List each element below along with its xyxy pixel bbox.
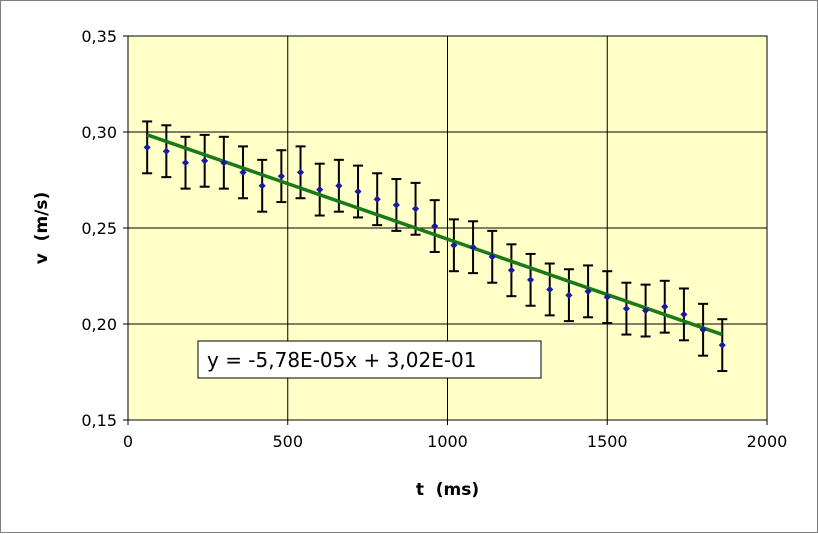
data-point bbox=[565, 291, 573, 299]
data-point bbox=[258, 182, 266, 190]
data-point bbox=[373, 195, 381, 203]
gridlines bbox=[123, 35, 768, 425]
y-tick-label: 0,15 bbox=[81, 411, 117, 430]
data-point bbox=[488, 253, 496, 261]
data-point bbox=[450, 241, 458, 249]
data-point bbox=[622, 305, 630, 313]
x-tick-label: 1500 bbox=[587, 432, 628, 451]
data-point bbox=[354, 187, 362, 196]
x-tick-labels: 0 500 1000 1500 2000 bbox=[123, 432, 787, 451]
data-point bbox=[642, 306, 650, 315]
trendline-equation: y = -5,78E-05x + 3,02E-01 bbox=[207, 348, 477, 372]
data-point bbox=[201, 157, 209, 165]
data-point bbox=[661, 303, 669, 311]
y-tick-label: 0,20 bbox=[81, 315, 117, 334]
data-point bbox=[335, 182, 343, 190]
data-point bbox=[411, 205, 420, 213]
data-point bbox=[296, 168, 305, 176]
y-tick-label: 0,25 bbox=[81, 219, 117, 238]
data-point bbox=[162, 147, 170, 155]
data-point bbox=[603, 293, 611, 301]
data-points bbox=[143, 143, 726, 349]
y-axis-title: v (m/s) bbox=[32, 192, 52, 265]
y-tick-label: 0,35 bbox=[81, 27, 117, 46]
x-axis-title: t (ms) bbox=[416, 480, 479, 500]
data-point bbox=[143, 143, 151, 151]
data-point bbox=[469, 243, 477, 251]
data-point bbox=[699, 326, 707, 334]
data-point bbox=[181, 159, 190, 167]
trendline-equation-box: y = -5,78E-05x + 3,02E-01 bbox=[197, 340, 542, 379]
data-point bbox=[392, 201, 400, 209]
data-point bbox=[680, 310, 688, 318]
data-point bbox=[546, 285, 554, 294]
data-point bbox=[527, 276, 535, 284]
data-point bbox=[316, 186, 324, 194]
data-point bbox=[239, 168, 247, 176]
data-point bbox=[220, 159, 228, 167]
x-tick-label: 0 bbox=[123, 432, 133, 451]
data-point bbox=[584, 287, 592, 295]
y-tick-labels: 0,15 0,20 0,25 0,30 0,35 bbox=[81, 27, 117, 430]
trendline bbox=[146, 133, 723, 337]
y-tick-label: 0,30 bbox=[81, 123, 117, 142]
x-tick-label: 1000 bbox=[427, 432, 468, 451]
equation-box-border bbox=[197, 340, 542, 379]
data-point bbox=[718, 341, 726, 349]
x-tick-label: 500 bbox=[272, 432, 303, 451]
data-point bbox=[277, 172, 285, 180]
data-point bbox=[507, 266, 515, 274]
error-bars bbox=[142, 120, 728, 373]
x-tick-label: 2000 bbox=[747, 432, 788, 451]
data-point bbox=[431, 222, 439, 230]
